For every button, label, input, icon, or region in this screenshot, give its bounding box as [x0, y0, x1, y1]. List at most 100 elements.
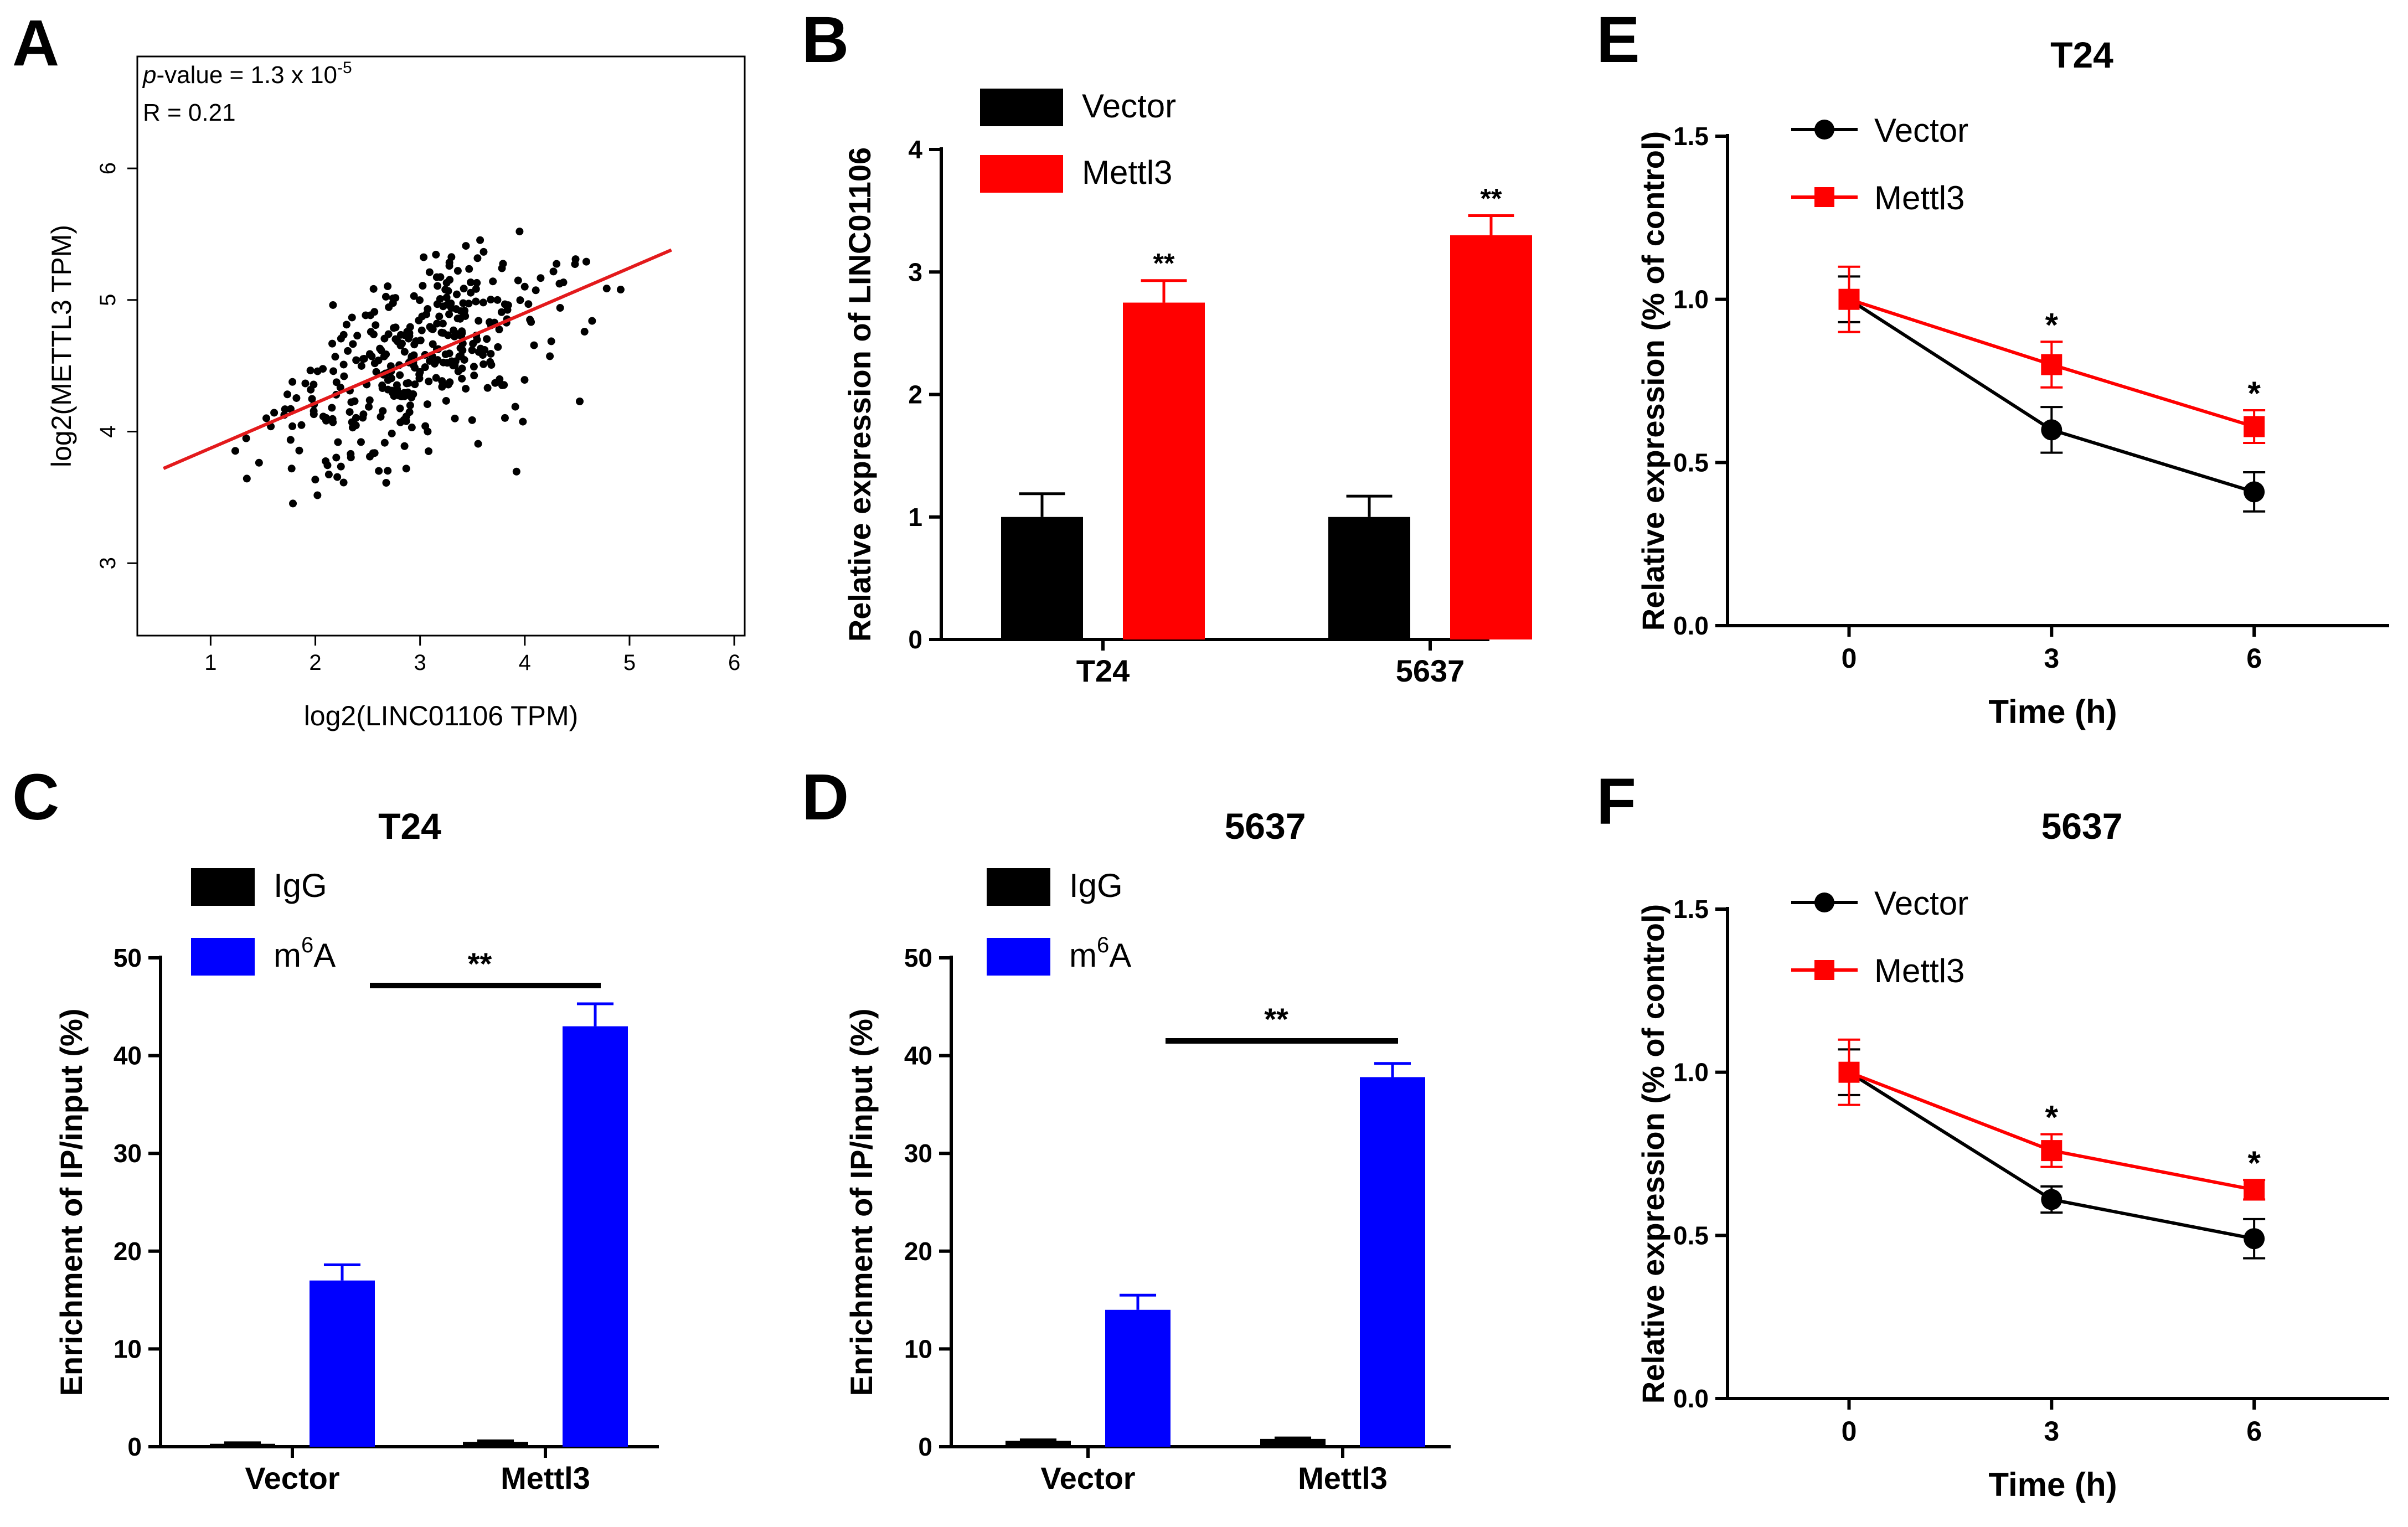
scatter-point	[357, 438, 365, 446]
scatter-point	[419, 282, 427, 290]
scatter-point	[546, 352, 554, 360]
legend-swatch-igg	[987, 868, 1050, 906]
scatter-point	[453, 267, 462, 275]
scatter-point	[262, 414, 271, 422]
scatter-point	[483, 335, 491, 343]
scatter-point	[384, 467, 392, 475]
bar-mettl3-5637	[1450, 235, 1532, 639]
legend-text-tail: A	[313, 937, 336, 974]
scatter-point	[322, 416, 330, 425]
panel-label-f: F	[1596, 765, 1636, 838]
x-tick-label: 0	[1842, 643, 1857, 674]
scatter-point	[588, 317, 596, 325]
y-tick-label: 1.0	[1673, 1058, 1709, 1087]
scatter-point	[243, 474, 251, 483]
scatter-point	[555, 280, 564, 288]
y-tick-label: 0.5	[1673, 448, 1709, 477]
scatter-point	[475, 317, 483, 325]
scatter-point	[357, 362, 365, 370]
scatter-point	[439, 302, 447, 311]
scatter-point	[439, 358, 447, 367]
significance-marker: *	[2045, 1099, 2059, 1136]
scatter-point	[515, 228, 524, 236]
scatter-point	[382, 479, 390, 487]
y-tick-label: 6	[96, 162, 120, 174]
scatter-point	[342, 321, 350, 329]
scatter-point	[556, 304, 564, 312]
bar-igg-mettl3	[1260, 1438, 1326, 1447]
scatter-point	[349, 340, 357, 348]
scatter-point	[415, 296, 424, 305]
scatter-point	[512, 467, 520, 476]
scatter-point	[479, 360, 488, 368]
scatter-point	[467, 278, 475, 286]
scatter-point	[369, 285, 378, 293]
point-mettl3	[1838, 288, 1860, 310]
scatter-point	[549, 267, 558, 276]
scatter-point	[411, 380, 419, 389]
y-tick-label: 1.0	[1673, 285, 1709, 314]
scatter-point	[352, 356, 360, 364]
point-mettl3	[1838, 1061, 1860, 1083]
scatter-point	[333, 473, 342, 481]
scatter-point	[398, 393, 406, 401]
scatter-point	[447, 304, 456, 312]
scatter-point	[372, 321, 380, 329]
scatter-point	[520, 376, 529, 384]
scatter-point	[483, 384, 492, 392]
scatter-point	[370, 449, 379, 457]
scatter-point	[459, 299, 467, 307]
legend-text-base: m	[274, 937, 301, 974]
scatter-point	[425, 377, 433, 385]
scatter-point	[524, 300, 533, 308]
legend-label-igg: IgG	[1069, 867, 1123, 904]
line-chart-e: 0.0 0.5 1.0 1.5 0 3 6 Time (h) Relative expressi…	[1636, 34, 2389, 730]
scatter-point	[365, 403, 373, 411]
y-tick-label: 3	[908, 257, 922, 286]
scatter-point	[494, 343, 502, 351]
scatter-point	[432, 273, 441, 281]
scatter-point	[308, 395, 316, 403]
scatter-point	[400, 348, 409, 356]
scatter-point	[329, 367, 338, 375]
y-tick-label: 4	[908, 135, 922, 164]
scatter-point	[384, 376, 392, 384]
scatter-point	[348, 424, 357, 432]
x-tick-label: 5	[623, 651, 636, 675]
scatter-point	[537, 274, 545, 282]
scatter-point	[458, 329, 466, 337]
scatter-point	[390, 392, 398, 400]
scatter-point	[438, 383, 446, 391]
scatter-point	[532, 286, 540, 295]
scatter-point	[388, 429, 396, 437]
x-tick-label: Mettl3	[1298, 1461, 1388, 1495]
y-axis-label: Enrichment of IP/input (%)	[844, 1009, 879, 1396]
chart-title: T24	[378, 806, 441, 847]
y-tick-label: 30	[904, 1139, 932, 1168]
y-tick-label: 50	[904, 943, 932, 972]
scatter-point	[359, 355, 367, 363]
scatter-point	[519, 417, 527, 426]
y-tick-label: 5	[96, 294, 120, 306]
scatter-point	[324, 470, 333, 478]
scatter-point	[476, 236, 484, 244]
scatter-point	[425, 447, 433, 455]
legend-text-sup: 6	[301, 933, 313, 957]
point-vector	[2041, 1189, 2062, 1210]
scatter-point	[501, 414, 509, 422]
legend-marker	[1814, 960, 1834, 980]
scatter-point	[344, 347, 352, 355]
significance-marker: **	[1264, 1002, 1288, 1036]
scatter-point	[527, 318, 535, 326]
scatter-point	[468, 416, 476, 424]
scatter-point	[479, 247, 488, 256]
scatter-point	[242, 434, 250, 442]
x-tick-label: 3	[2044, 643, 2059, 674]
scatter-point	[423, 400, 431, 409]
point-vector	[2244, 1228, 2265, 1250]
legend-label-vector: Vector	[1874, 885, 1968, 922]
scatter-point	[380, 439, 389, 447]
scatter-point	[493, 296, 502, 304]
scatter-point	[365, 396, 374, 404]
scatter-point	[301, 379, 310, 388]
